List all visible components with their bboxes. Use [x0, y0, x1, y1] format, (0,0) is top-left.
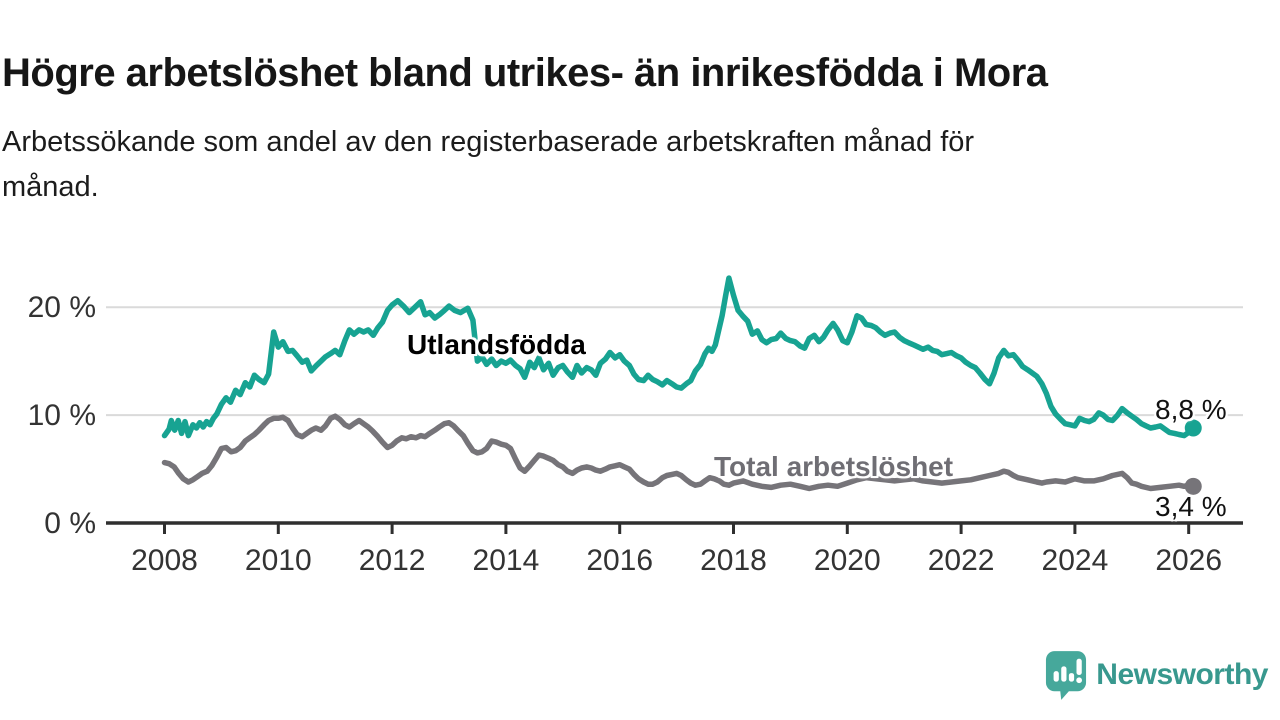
- x-axis-tick-label: 2022: [928, 544, 995, 577]
- x-axis-tick-label: 2014: [473, 544, 540, 577]
- x-axis-tick-label: 2010: [245, 544, 312, 577]
- x-axis-tick-label: 2016: [586, 544, 653, 577]
- chart-subtitle-line-2: månad.: [2, 171, 99, 203]
- series-line-utlandsfodda: [161, 275, 1197, 439]
- newsworthy-wordmark: Newsworthy: [1096, 658, 1268, 691]
- y-axis-tick-label: 0 %: [44, 507, 96, 540]
- series-label-total-arbetsloshet: Total arbetslöshet: [714, 451, 954, 482]
- series-end-dot-total: [1184, 477, 1202, 495]
- x-axis-tick-label: 2020: [814, 544, 881, 577]
- y-axis-tick-label: 20 %: [28, 291, 96, 324]
- series-line-total: [161, 413, 1197, 492]
- chart-subtitle-line-1: Arbetssökande som andel av den registerb…: [2, 126, 975, 158]
- series-end-dot-utlandsfodda: [1184, 419, 1202, 437]
- x-axis-tick-label: 2012: [359, 544, 426, 577]
- y-axis-tick-label: 10 %: [28, 399, 96, 432]
- page-title: Högre arbetslöshet bland utrikes- än inr…: [2, 50, 1048, 95]
- x-axis-tick-label: 2018: [700, 544, 767, 577]
- x-axis-tick-label: 2008: [131, 544, 198, 577]
- series-label-utlandsfodda: Utlandsfödda: [407, 329, 586, 360]
- x-axis-tick-label: 2026: [1155, 544, 1222, 577]
- x-axis-tick-label: 2024: [1042, 544, 1109, 577]
- end-value-utlandsfodda: 8,8 %: [1155, 394, 1227, 425]
- chart-subtitle: Arbetssökande som andel av den registerb…: [2, 120, 1272, 210]
- newsworthy-logo: Newsworthy: [1045, 650, 1268, 700]
- newsworthy-bubble-chart-icon: [1045, 650, 1087, 700]
- end-value-total: 3,4 %: [1155, 491, 1227, 522]
